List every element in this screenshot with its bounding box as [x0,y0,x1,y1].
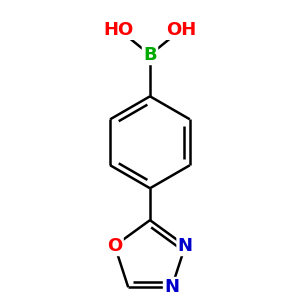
Text: B: B [143,46,157,64]
Text: OH: OH [166,21,196,39]
Text: N: N [164,278,179,296]
Text: N: N [178,237,193,255]
Text: HO: HO [104,21,134,39]
Text: O: O [107,237,122,255]
